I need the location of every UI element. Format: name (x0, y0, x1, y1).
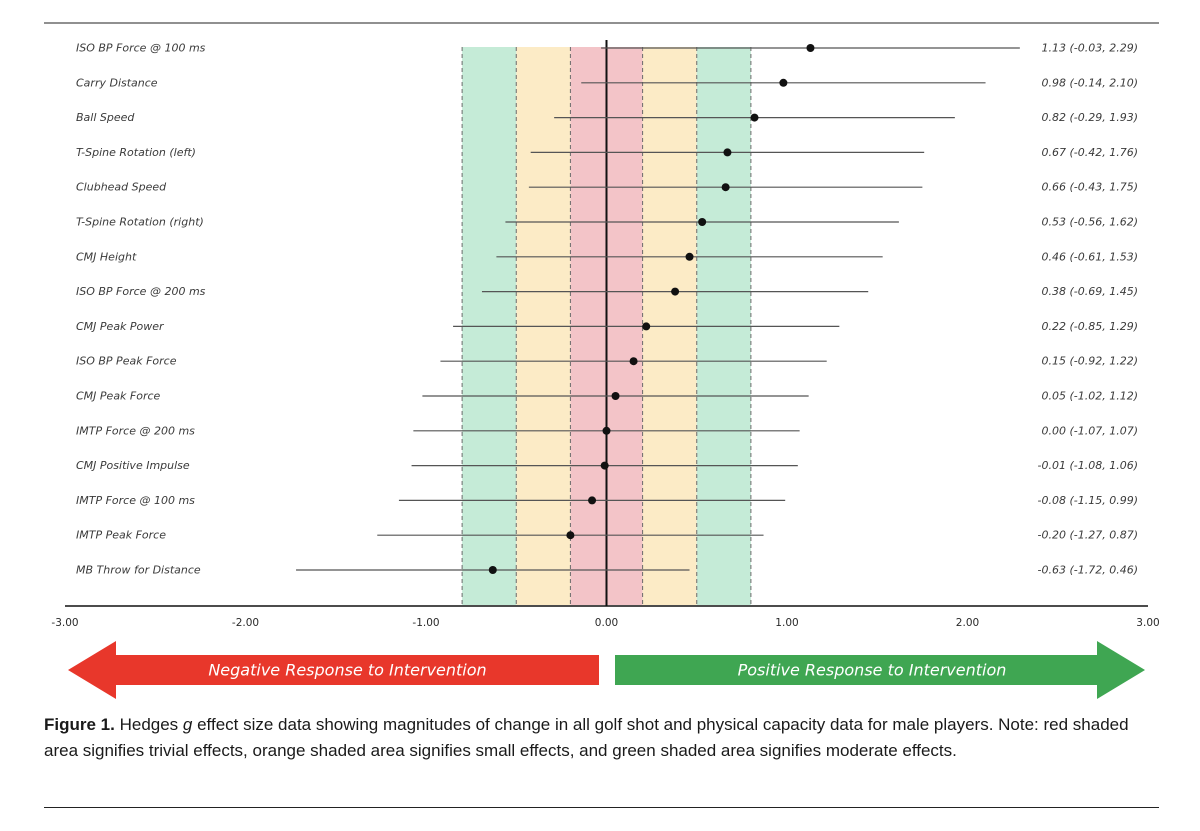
effect-row: T-Spine Rotation (left) 0.67 (-0.42, 1.76… (76, 146, 1138, 159)
row-label: IMTP Force @ 100 ms (76, 494, 195, 507)
effect-size-point (588, 496, 597, 505)
effect-size-value: 0.22 (-0.85, 1.29) (1041, 320, 1138, 333)
positive-response-label: Positive Response to Intervention (738, 661, 1007, 680)
row-label: Ball Speed (76, 111, 135, 124)
caption-stat-symbol: g (182, 715, 193, 734)
effect-size-point (602, 426, 611, 435)
row-label: Carry Distance (76, 76, 158, 89)
row-label: CMJ Height (76, 250, 137, 263)
effect-size-point (806, 44, 815, 52)
effect-row: ISO BP Peak Force 0.15 (-0.92, 1.22) (76, 355, 1138, 368)
row-label: T-Spine Rotation (right) (76, 216, 204, 229)
effect-row: IMTP Peak Force -0.20 (-1.27, 0.87) (76, 529, 1138, 542)
effect-size-point (698, 218, 707, 226)
effect-row: ISO BP Force @ 100 ms 1.13 (-0.03, 2.29) (76, 42, 1138, 55)
effect-size-point (488, 566, 497, 574)
row-label: T-Spine Rotation (left) (76, 146, 196, 159)
row-label: Clubhead Speed (76, 181, 167, 194)
row-label: IMTP Force @ 200 ms (76, 424, 195, 437)
row-label: CMJ Positive Impulse (76, 459, 190, 472)
effect-row: CMJ Peak Power 0.22 (-0.85, 1.29) (76, 320, 1138, 333)
row-label: CMJ Peak Power (76, 320, 165, 333)
effect-size-value: 0.67 (-0.42, 1.76) (1041, 146, 1138, 159)
effect-row: T-Spine Rotation (right) 0.53 (-0.56, 1.6… (76, 216, 1138, 229)
effect-row: ISO BP Force @ 200 ms 0.38 (-0.69, 1.45) (76, 285, 1138, 298)
effect-size-value: 0.66 (-0.43, 1.75) (1041, 181, 1138, 194)
effect-size-point (721, 183, 730, 192)
effect-size-value: 1.13 (-0.03, 2.29) (1041, 42, 1138, 55)
x-tick-label: 0.00 (595, 617, 618, 629)
negative-response-label: Negative Response to Intervention (208, 661, 486, 680)
effect-size-value: 0.46 (-0.61, 1.53) (1041, 250, 1138, 263)
x-tick-label: -2.00 (232, 617, 259, 629)
effect-size-point (611, 392, 620, 400)
bottom-rule (44, 807, 1159, 808)
caption-text-2: effect size data showing magnitudes of c… (44, 715, 1129, 760)
effect-size-point (723, 148, 732, 157)
effect-size-point (566, 531, 575, 540)
effect-size-value: -0.08 (-1.15, 0.99) (1038, 494, 1139, 507)
caption-figure-label: Figure 1. (44, 715, 115, 734)
effect-size-point (779, 78, 788, 87)
effect-size-value: -0.01 (-1.08, 1.06) (1038, 459, 1139, 472)
effect-size-value: 0.00 (-1.07, 1.07) (1041, 424, 1138, 437)
effect-row: Clubhead Speed 0.66 (-0.43, 1.75) (76, 181, 1138, 194)
effect-row: CMJ Height 0.46 (-0.61, 1.53) (76, 250, 1138, 263)
negative-response-arrow (68, 641, 599, 699)
x-axis-ticks: -3.00 -2.00 -1.00 0.00 1.00 2.00 3.00 (51, 617, 1159, 629)
forest-plot: ISO BP Force @ 100 ms 1.13 (-0.03, 2.29) C… (44, 22, 1160, 699)
effect-row: Carry Distance 0.98 (-0.14, 2.10) (76, 76, 1138, 89)
effect-row: MB Throw for Distance -0.63 (-1.72, 0.46) (76, 564, 1138, 577)
zone-boundaries (461, 47, 752, 605)
effect-size-value: 0.82 (-0.29, 1.93) (1041, 111, 1138, 124)
effect-size-value: 0.38 (-0.69, 1.45) (1041, 285, 1138, 298)
effect-row: CMJ Positive Impulse -0.01 (-1.08, 1.06) (76, 459, 1138, 472)
row-label: IMTP Peak Force (76, 529, 166, 542)
effect-rows: ISO BP Force @ 100 ms 1.13 (-0.03, 2.29) C… (76, 42, 1138, 577)
x-tick-label: 1.00 (775, 617, 798, 629)
caption-text-1: Hedges (114, 715, 183, 734)
row-label: ISO BP Force @ 200 ms (76, 285, 206, 298)
effect-size-value: 0.53 (-0.56, 1.62) (1041, 216, 1138, 229)
effect-size-point (642, 322, 651, 331)
effect-size-value: -0.20 (-1.27, 0.87) (1038, 529, 1139, 542)
effect-size-value: -0.63 (-1.72, 0.46) (1038, 564, 1139, 577)
effect-size-point (600, 461, 609, 470)
effect-row: IMTP Force @ 100 ms -0.08 (-1.15, 0.99) (76, 494, 1138, 507)
effect-size-value: 0.98 (-0.14, 2.10) (1041, 76, 1138, 89)
effect-size-value: 0.05 (-1.02, 1.12) (1041, 390, 1138, 403)
effect-size-point (671, 287, 680, 296)
effect-row: Ball Speed 0.82 (-0.29, 1.93) (76, 111, 1138, 124)
row-label: CMJ Peak Force (76, 390, 161, 403)
effect-row: IMTP Force @ 200 ms 0.00 (-1.07, 1.07) (76, 424, 1138, 437)
effect-size-point (750, 113, 759, 122)
effect-size-point (629, 357, 638, 366)
x-tick-label: 2.00 (956, 617, 979, 629)
response-arrows: Negative Response to Intervention Positi… (68, 641, 1145, 699)
row-label: MB Throw for Distance (76, 564, 201, 577)
x-tick-label: -1.00 (412, 617, 439, 629)
figure-caption: Figure 1. Hedges g effect size data show… (44, 712, 1159, 764)
x-tick-label: 3.00 (1136, 617, 1159, 629)
row-label: ISO BP Force @ 100 ms (76, 42, 206, 55)
x-tick-label: -3.00 (51, 617, 78, 629)
row-label: ISO BP Peak Force (76, 355, 177, 368)
effect-size-value: 0.15 (-0.92, 1.22) (1041, 355, 1138, 368)
positive-response-arrow (615, 641, 1145, 699)
effect-row: CMJ Peak Force 0.05 (-1.02, 1.12) (76, 390, 1138, 403)
effect-size-point (685, 252, 694, 261)
